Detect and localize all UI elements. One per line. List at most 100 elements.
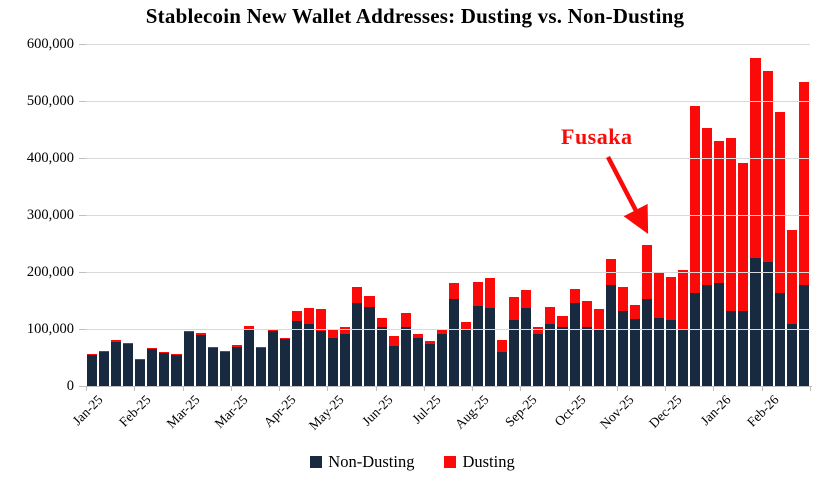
dusting-segment: [714, 141, 725, 283]
bar-week-35: [497, 339, 508, 386]
dusting-segment: [653, 273, 664, 318]
legend: Non-Dusting Dusting: [0, 452, 825, 472]
dusting-segment: [509, 296, 520, 320]
legend-item-non-dusting: Non-Dusting: [310, 452, 414, 472]
non-dusting-segment: [714, 282, 725, 386]
non-dusting-segment: [485, 308, 496, 386]
non-dusting-segment: [460, 330, 471, 386]
non-dusting-segment: [641, 299, 652, 386]
bar-week-52: [702, 128, 713, 386]
dusting-segment: [521, 290, 532, 309]
dusting-segment: [460, 321, 471, 331]
bar-week-23: [352, 287, 363, 386]
non-dusting-segment: [473, 306, 484, 386]
bar-week-3: [111, 340, 122, 386]
y-axis-label: 300,000: [26, 207, 74, 223]
non-dusting-segment: [557, 327, 568, 386]
bar-week-33: [473, 281, 484, 386]
gridline: [86, 158, 810, 159]
dusting-segment: [497, 339, 508, 352]
dusting-segment: [87, 354, 98, 356]
non-dusting-segment: [364, 306, 375, 386]
non-dusting-segment: [400, 327, 411, 386]
bar-week-57: [762, 70, 773, 386]
bar-week-39: [545, 307, 556, 386]
dusting-segment: [111, 340, 122, 343]
bar-week-43: [593, 308, 604, 386]
non-dusting-segment: [617, 311, 628, 386]
annotation-arrow-icon: [606, 155, 649, 234]
dusting-segment: [147, 347, 158, 349]
bars-container: [86, 44, 810, 386]
dusting-segment: [473, 281, 484, 307]
dusting-segment: [340, 327, 351, 335]
bar-week-40: [557, 315, 568, 386]
dusting-segment: [629, 305, 640, 320]
dusting-segment: [702, 128, 713, 286]
bar-week-56: [750, 58, 761, 386]
bar-week-60: [798, 82, 809, 386]
non-dusting-segment: [195, 334, 206, 386]
non-dusting-segment: [135, 359, 146, 386]
dusting-segment: [533, 326, 544, 335]
non-dusting-segment: [774, 293, 785, 386]
non-dusting-segment: [99, 352, 110, 386]
non-dusting-segment: [219, 352, 230, 386]
dusting-segment: [195, 333, 206, 335]
dusting-segment: [352, 287, 363, 304]
bar-week-54: [726, 137, 737, 386]
dusting-segment: [412, 334, 423, 339]
non-dusting-segment: [147, 348, 158, 386]
non-dusting-segment: [786, 323, 797, 386]
bar-week-10: [195, 333, 206, 386]
dusting-segment: [99, 351, 110, 353]
x-axis-tick: [810, 387, 811, 391]
bar-week-51: [690, 105, 701, 386]
x-axis-tick: [617, 387, 618, 391]
dusting-segment: [557, 315, 568, 328]
bar-week-26: [388, 336, 399, 386]
dusting-segment: [448, 283, 459, 299]
bar-week-1: [87, 354, 98, 386]
dusting-segment: [485, 278, 496, 309]
dusting-segment: [774, 112, 785, 294]
bar-week-50: [678, 270, 689, 386]
bar-week-48: [653, 273, 664, 386]
non-dusting-segment: [352, 303, 363, 386]
dusting-segment: [678, 270, 689, 331]
bar-week-46: [629, 305, 640, 386]
dusting-segment: [328, 329, 339, 339]
bar-week-28: [412, 334, 423, 386]
non-dusting-segment: [798, 285, 809, 386]
non-dusting-segment: [533, 334, 544, 386]
y-axis-tick: [79, 101, 86, 102]
bar-week-19: [304, 307, 315, 386]
bar-week-2: [99, 351, 110, 386]
x-axis-tick: [713, 387, 714, 391]
non-dusting-segment: [497, 351, 508, 386]
gridline: [86, 272, 810, 273]
dusting-segment: [666, 277, 677, 320]
bar-week-14: [243, 325, 254, 386]
dusting-segment: [545, 307, 556, 324]
non-dusting-segment: [521, 308, 532, 386]
non-dusting-segment: [267, 331, 278, 386]
non-dusting-segment: [545, 323, 556, 386]
bar-week-58: [774, 112, 785, 386]
y-axis-label: 200,000: [26, 264, 74, 280]
bar-week-12: [219, 351, 230, 386]
non-dusting-segment: [123, 344, 134, 386]
x-axis-tick: [569, 387, 570, 391]
x-axis-tick: [231, 387, 232, 391]
bar-week-8: [171, 353, 182, 386]
dusting-segment: [123, 343, 134, 345]
y-axis-label: 600,000: [26, 36, 74, 52]
dusting-segment: [171, 353, 182, 355]
bar-week-13: [231, 344, 242, 386]
non-dusting-segment: [243, 330, 254, 386]
dusting-segment: [243, 325, 254, 331]
non-dusting-segment: [750, 258, 761, 386]
dusting-segment: [135, 358, 146, 360]
bar-week-24: [364, 295, 375, 386]
bar-week-42: [581, 300, 592, 386]
